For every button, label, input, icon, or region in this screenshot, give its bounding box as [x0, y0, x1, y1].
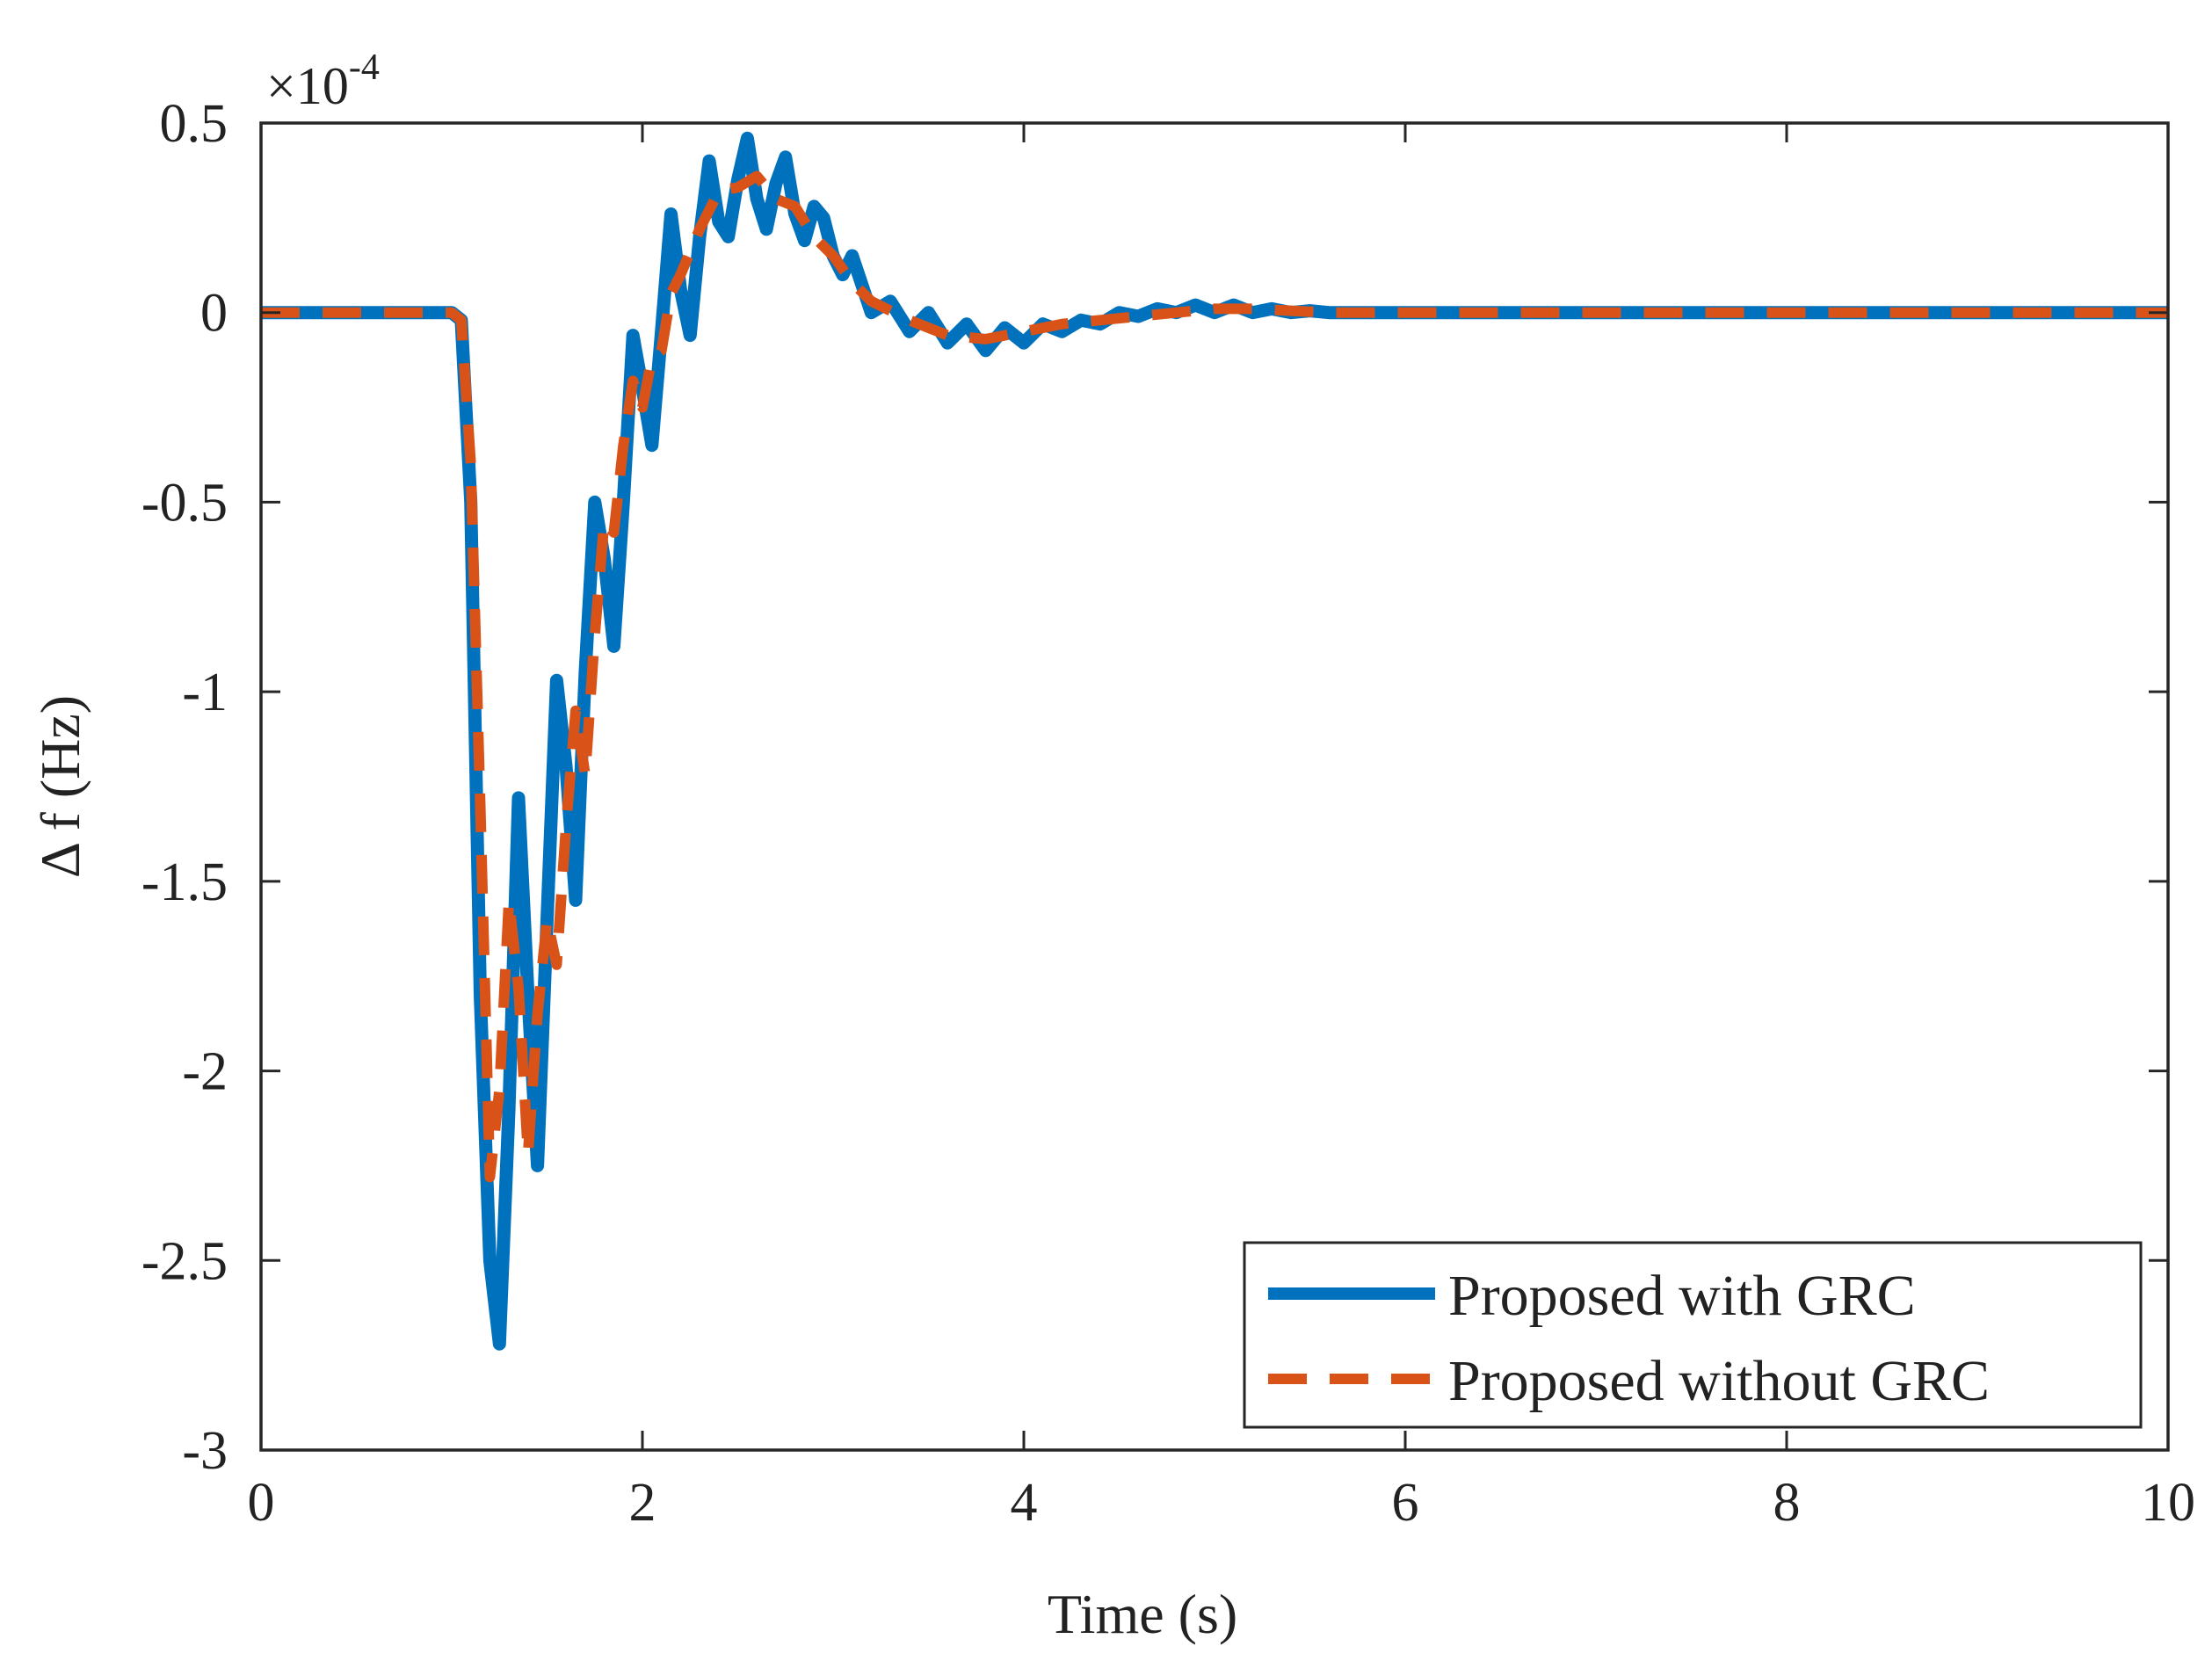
- y-axis-ticks: 0.5 0 -0.5 -1 -1.5 -2 -2.5 -3: [141, 94, 2168, 1481]
- y-exponent-multiplier: ×10-4: [266, 47, 380, 115]
- y-tick-label: -2.5: [141, 1231, 228, 1291]
- y-tick-label: -1.5: [141, 852, 228, 912]
- y-tick-label: 0: [200, 284, 228, 344]
- y-exponent-power: -4: [349, 47, 380, 88]
- legend-label-proposed-without-grc: Proposed without GRC: [1448, 1349, 1990, 1413]
- plot-area-frame: [259, 121, 2170, 1452]
- y-tick-label: -2: [182, 1042, 228, 1102]
- y-tick-label: 0.5: [160, 94, 228, 154]
- x-tick-label: 10: [2141, 1473, 2195, 1533]
- series-layer: [261, 131, 2168, 1351]
- y-tick-label: -1: [182, 663, 228, 722]
- legend-box: [1243, 1241, 2143, 1429]
- x-tick-label: 6: [1392, 1473, 1419, 1533]
- x-tick-label: 2: [629, 1473, 656, 1533]
- y-tick-label: -0.5: [141, 473, 228, 533]
- series-line-proposed-with-grc: [261, 131, 2168, 1351]
- y-axis-label: Δ f (Hz): [29, 695, 91, 878]
- x-tick-label: 8: [1773, 1473, 1801, 1533]
- x-tick-label: 4: [1011, 1473, 1038, 1533]
- legend: Proposed with GRC Proposed without GRC: [1243, 1241, 2143, 1429]
- x-axis-label: Time (s): [1048, 1583, 1237, 1645]
- series-line-proposed-without-grc: [261, 170, 2168, 1183]
- y-exponent-prefix: ×10: [266, 57, 349, 115]
- y-tick-label: -3: [182, 1421, 228, 1481]
- x-tick-label: 0: [248, 1473, 275, 1533]
- legend-label-proposed-with-grc: Proposed with GRC: [1448, 1264, 1916, 1328]
- x-axis-ticks: 0 2 4 6 8 10: [248, 123, 2195, 1533]
